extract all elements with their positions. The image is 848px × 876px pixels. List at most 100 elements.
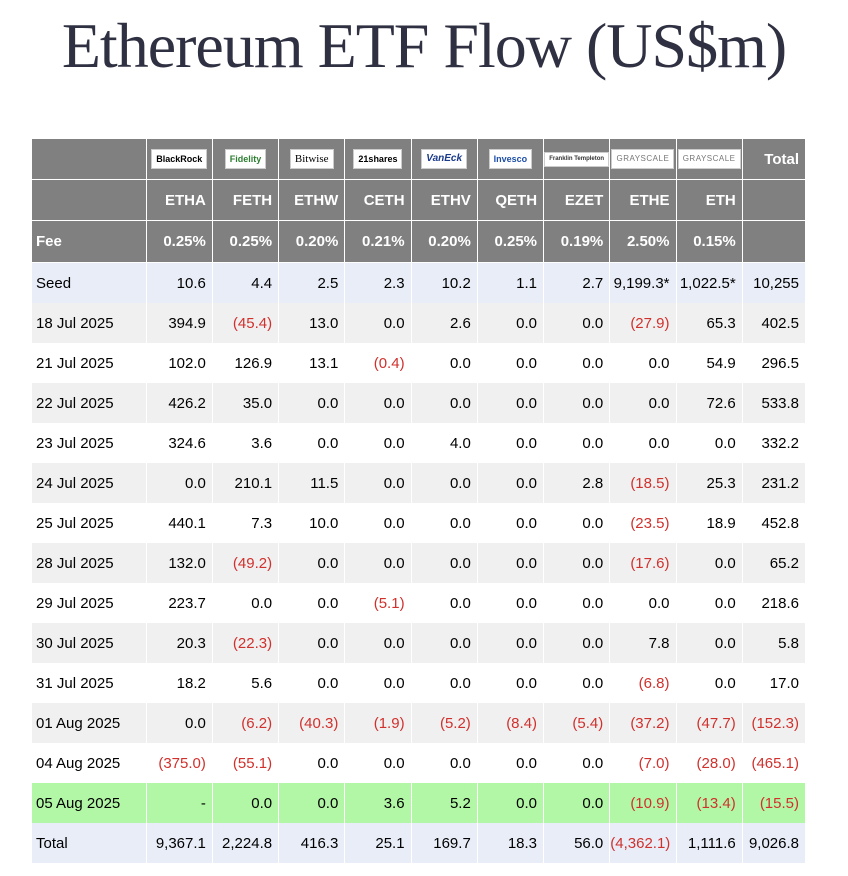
flow-cell: 0.0 (477, 423, 545, 463)
bitwise-logo: Bitwise (289, 149, 334, 169)
fee-value: 0.25% (146, 220, 213, 263)
flow-cell: 0.0 (344, 303, 412, 343)
flow-cell: - (146, 783, 213, 823)
flow-cell: 0.0 (477, 303, 545, 343)
row-total-cell: 533.8 (742, 383, 807, 423)
flow-cell: 0.0 (411, 503, 478, 543)
flow-cell: 10.6 (146, 262, 213, 303)
ticker-total-empty (742, 179, 807, 221)
flow-cell: 0.0 (543, 303, 611, 343)
grayscale-logo: GRAYSCALE (611, 149, 675, 169)
flow-cell: 0.0 (477, 783, 545, 823)
corner-cell (32, 139, 147, 180)
flow-cell: 0.0 (477, 583, 545, 623)
flow-cell: 0.0 (477, 463, 545, 503)
flow-cell: 72.6 (676, 383, 743, 423)
row-label: 28 Jul 2025 (32, 543, 147, 583)
table-row: 04 Aug 2025 (375.0) (55.1) 0.0 0.0 0.0 0.0 0.0(… (32, 743, 807, 783)
row-label: 01 Aug 2025 (32, 703, 147, 743)
table-row: 28 Jul 2025 132.0 (49.2) 0.0 0.0 0.0 0.0 0.0 (17… (32, 543, 807, 583)
flow-cell: 9,367.1 (146, 823, 213, 863)
flow-cell: 0.0 (344, 463, 412, 503)
row-label: 04 Aug 2025 (32, 743, 147, 783)
flow-cell: 2,224.8 (212, 823, 280, 863)
flow-cell: 0.0 (477, 383, 545, 423)
flow-cell: (1.9) (344, 703, 412, 743)
flow-cell: 65.3 (676, 303, 743, 343)
flow-cell: (0.4) (344, 343, 412, 383)
ticker-corner (32, 179, 147, 221)
flow-cell: (6.2) (212, 703, 280, 743)
flow-cell: 35.0 (212, 383, 280, 423)
fee-value: 0.25% (477, 220, 545, 263)
flow-cell: 0.0 (146, 463, 213, 503)
row-label: 05 Aug 2025 (32, 783, 147, 823)
flow-cell: 0.0 (676, 423, 743, 463)
flow-cell: (5.2) (411, 703, 478, 743)
row-total-cell: 17.0 (742, 663, 807, 703)
row-total-cell: 5.8 (742, 623, 807, 663)
table-row: 18 Jul 2025 394.9 (45.4) 13.0 0.0 2.6 0.0 0.0 (2… (32, 303, 807, 343)
ticker-ethe: ETHE (609, 179, 677, 221)
flow-cell: (37.2) (609, 703, 677, 743)
table-row: 21 Jul 2025 102.0 126.9 13.1 (0.4) 0.0 0.0 0.0 0… (32, 343, 807, 383)
row-label: 29 Jul 2025 (32, 583, 147, 623)
ticker-ethv: ETHV (411, 179, 478, 221)
flow-cell: 0.0 (411, 583, 478, 623)
flow-cell: 13.0 (278, 303, 346, 343)
flow-cell: 102.0 (146, 343, 213, 383)
fee-total-empty (742, 220, 807, 263)
ticker-row: ETHA FETH ETHW CETH ETHV QETH EZET ETHE ETH (32, 179, 807, 221)
table-row: 25 Jul 2025 440.1 7.3 10.0 0.0 0.0 0.0 0.0 (23.5… (32, 503, 807, 543)
flow-cell: 0.0 (212, 783, 280, 823)
flow-cell: 0.0 (543, 343, 611, 383)
table-row: 22 Jul 2025 426.2 35.0 0.0 0.0 0.0 0.0 0.0 0.0 72… (32, 383, 807, 423)
flow-cell: 0.0 (278, 743, 346, 783)
flow-cell: 10.2 (411, 262, 478, 303)
fidelity-logo: Fidelity (224, 149, 267, 169)
flow-cell: 0.0 (212, 583, 280, 623)
flow-cell: 0.0 (411, 463, 478, 503)
flow-cell: (40.3) (278, 703, 346, 743)
flow-cell: 7.3 (212, 503, 280, 543)
flow-cell: 5.2 (411, 783, 478, 823)
flow-cell: 2.5 (278, 262, 346, 303)
fee-value: 0.21% (344, 220, 412, 263)
flow-cell: 0.0 (344, 663, 412, 703)
flow-cell: 0.0 (344, 423, 412, 463)
row-total-cell: 452.8 (742, 503, 807, 543)
flow-cell: 2.6 (411, 303, 478, 343)
table-row: 05 Aug 2025-0.0 0.0 3.6 5.2 0.0 0.0 (10.9) (13.… (32, 783, 807, 823)
franklin-templeton-logo: Franklin Templeton (544, 152, 610, 168)
flow-cell: 56.0 (543, 823, 611, 863)
flow-cell: 126.9 (212, 343, 280, 383)
flow-cell: (4,362.1) (609, 823, 677, 863)
flow-cell: 0.0 (609, 583, 677, 623)
fee-row: Fee 0.25% 0.25% 0.20% 0.21% 0.20% 0.25% 0.19% 2… (32, 220, 807, 263)
invesco-logo: Invesco (488, 149, 533, 169)
flow-cell: 0.0 (278, 423, 346, 463)
flow-cell: 132.0 (146, 543, 213, 583)
flow-cell: 7.8 (609, 623, 677, 663)
flow-cell: (18.5) (609, 463, 677, 503)
flow-cell: (27.9) (609, 303, 677, 343)
flow-cell: 0.0 (543, 743, 611, 783)
flow-cell: 0.0 (543, 583, 611, 623)
table-body: Seed 10.6 4.4 2.5 2.3 10.2 1.1 2.7 9,199.3* 1,022… (32, 262, 807, 863)
flow-cell: (10.9) (609, 783, 677, 823)
page-title: Ethereum ETF Flow (US$m) (61, 10, 787, 81)
total-header: Total (742, 139, 807, 180)
flow-cell: 324.6 (146, 423, 213, 463)
flow-cell: (55.1) (212, 743, 280, 783)
row-total-cell: 332.2 (742, 423, 807, 463)
blackrock-logo: BlackRock (151, 149, 208, 169)
21shares-logo: 21shares (353, 149, 403, 169)
flow-cell: 0.0 (543, 663, 611, 703)
row-total-cell: 231.2 (742, 463, 807, 503)
row-total-cell: 10,255 (742, 262, 807, 303)
flow-cell: 9,199.3* (609, 262, 677, 303)
ticker-ezet: EZET (543, 179, 611, 221)
ticker-qeth: QETH (477, 179, 545, 221)
flow-cell: 0.0 (609, 423, 677, 463)
flow-cell: 4.4 (212, 262, 280, 303)
